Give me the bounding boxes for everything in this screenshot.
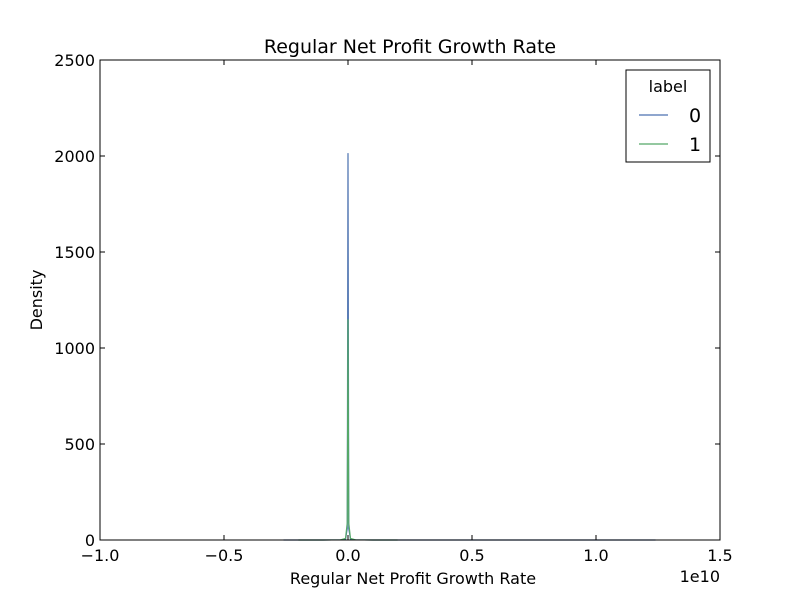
plot-frame — [99, 59, 721, 541]
x-tick-label: −1.0 — [81, 546, 120, 565]
x-axis-label: Regular Net Profit Growth Rate — [290, 569, 536, 588]
series-line-1 — [298, 319, 398, 541]
y-tick-label: 1500 — [54, 243, 95, 262]
legend: label 01 — [625, 69, 711, 163]
y-tick-label: 500 — [64, 435, 95, 454]
x-axis: −1.0 −0.5 0.0 0.5 1.0 1.5 — [81, 60, 733, 565]
series-layer — [283, 153, 656, 541]
legend-title: label — [649, 77, 688, 96]
chart-title: Regular Net Profit Growth Rate — [264, 36, 556, 58]
x-tick-label: 0.5 — [459, 546, 484, 565]
y-axis-label: Density — [27, 270, 46, 331]
legend-label-1: 1 — [689, 134, 701, 156]
y-axis: 0 500 1000 1500 2000 2500 — [54, 51, 720, 550]
legend-box — [625, 69, 711, 163]
x-tick-label: −0.5 — [205, 546, 244, 565]
x-axis-offset-label: 1e10 — [680, 567, 720, 586]
y-tick-label: 2000 — [54, 147, 95, 166]
y-tick-label: 2500 — [54, 51, 95, 70]
x-tick-label: 1.5 — [707, 546, 732, 565]
legend-label-0: 0 — [689, 105, 701, 127]
legend-entries: 01 — [639, 105, 701, 156]
y-tick-label: 0 — [85, 531, 95, 550]
y-tick-label: 1000 — [54, 339, 95, 358]
series-line-0 — [283, 153, 656, 541]
x-tick-label: 0.0 — [335, 546, 360, 565]
x-tick-label: 1.0 — [583, 546, 608, 565]
